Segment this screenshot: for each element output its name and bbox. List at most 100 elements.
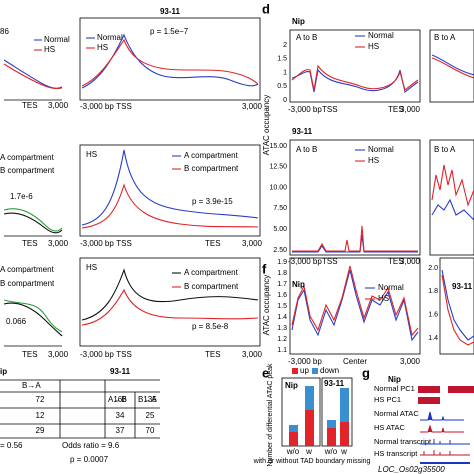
y-tick-label: 1.8 [277, 270, 287, 277]
x-label: w/o [324, 447, 338, 456]
transcript-track [420, 450, 470, 456]
group-label: Nip [285, 381, 298, 390]
p-value: p = 0.0007 [70, 455, 109, 464]
y-tick-label: 1.1 [277, 347, 287, 354]
track-label: HS transcript [374, 449, 418, 458]
panel-label: d [262, 1, 270, 16]
frame [429, 139, 474, 256]
x-label: Center [343, 357, 367, 366]
table-header: B→A [22, 381, 41, 390]
table-cell: 70 [146, 426, 155, 435]
bar [289, 432, 298, 446]
table-grid [0, 379, 160, 439]
p-value: p = 3.9e-15 [192, 197, 233, 206]
y-tick-label: 1.2 [277, 336, 287, 343]
legend: A compartment [0, 153, 55, 162]
x-label: -3,000 bp [288, 105, 322, 114]
table-header: A→B [108, 395, 127, 404]
x-label: -3,000 bp [80, 102, 114, 111]
y-tick-label: 2.0 [428, 265, 438, 272]
group-label: 93-11 [324, 379, 345, 388]
atac-track [420, 424, 464, 433]
panel-label: e [262, 365, 269, 380]
legend: Normal [368, 145, 394, 154]
table-cell: 166 [113, 395, 127, 404]
curve [292, 234, 418, 253]
legend: A compartment [184, 151, 239, 160]
y-label: ATAC occupancy [262, 275, 271, 336]
gene-label: LOC_Os02g35500 [378, 465, 445, 474]
x-label: 3,000 [48, 350, 69, 359]
y-ticks: 2 1.5 1 0.5 0 [277, 42, 287, 104]
y-tick-label: 12.50 [269, 164, 287, 171]
bar [305, 410, 314, 446]
table-cell: 25 [146, 411, 155, 420]
y-tick-label: 1.6 [428, 312, 438, 319]
curve [81, 149, 259, 226]
table-cell: 12 [36, 411, 45, 420]
panel-title: 93-11 [452, 282, 473, 291]
track-label: Normal transcript [374, 437, 432, 446]
group-label: B to A [434, 33, 456, 42]
legend-swatch [292, 368, 298, 374]
curve [81, 33, 259, 89]
curve [291, 265, 419, 337]
x-label: TES [388, 257, 404, 266]
frame [79, 144, 261, 237]
curve [291, 269, 419, 342]
legend: HS [378, 294, 389, 303]
frame [439, 257, 474, 355]
x-label: 3,000 [242, 102, 263, 111]
y-tick-label: 1.9 [277, 259, 287, 266]
legend: Normal [44, 35, 70, 44]
group-label: B to A [434, 145, 456, 154]
y-tick-label: 1.3 [277, 325, 287, 332]
x-label: TSS [116, 102, 132, 111]
atac-track [420, 411, 464, 421]
tracks: Normal PC1 HS PC1 Normal ATAC HS ATAC Normal… [374, 384, 432, 458]
table-cell: 29 [36, 426, 45, 435]
y-ticks: 1.9 1.8 1.7 1.6 1.5 1.4 1.3 1.2 1.1 2.0 1.8 1.6 1.4 [277, 259, 438, 354]
x-label: w/o [286, 447, 300, 456]
legend: Normal [368, 31, 394, 40]
legend: B compartment [184, 164, 239, 173]
y-tick-label: 1.4 [277, 314, 287, 321]
x-label: w [305, 447, 312, 456]
bar [327, 420, 336, 428]
y-label: Number of differential ATAC peak [267, 363, 274, 467]
bar [305, 386, 314, 410]
legend: A compartment [184, 268, 239, 277]
x-label: TES [205, 239, 221, 248]
track-label: HS PC1 [374, 395, 401, 404]
y-tick-label: 15.00 [269, 143, 287, 150]
frame [289, 257, 421, 355]
legend: HS [44, 45, 55, 54]
legend-swatch [312, 368, 318, 374]
legend: down [320, 366, 339, 375]
y-tick-label: 5.00 [273, 226, 287, 233]
x-label: TSS [116, 239, 132, 248]
curve [291, 68, 419, 93]
x-label: 3,000 [400, 257, 421, 266]
legend: up [300, 366, 309, 375]
curve [81, 183, 259, 229]
y-tick-label: 0.5 [277, 83, 287, 90]
frame [429, 29, 474, 103]
panel-title: Nip [292, 17, 305, 26]
curve [3, 299, 63, 333]
y-tick-label: 1.5 [277, 303, 287, 310]
frame [289, 139, 421, 256]
x-label: TES [205, 350, 221, 359]
y-tick-label: 1.8 [428, 288, 438, 295]
panel-title: 93-11 [160, 7, 181, 16]
panel-title: Nip [292, 280, 305, 289]
curve [441, 269, 474, 341]
table-header: B→A [138, 395, 157, 404]
x-label: TES [388, 105, 404, 114]
curve [431, 54, 474, 76]
bar [340, 422, 349, 446]
y-tick-label: 2 [283, 42, 287, 49]
legend: B compartment [0, 166, 55, 175]
x-label: -3,000 bp [288, 357, 322, 366]
